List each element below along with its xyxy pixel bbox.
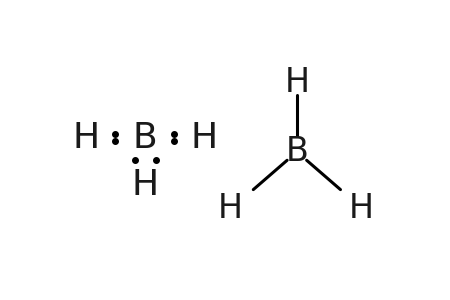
Text: B: B: [133, 121, 158, 154]
Text: H: H: [218, 192, 243, 225]
Text: H: H: [131, 168, 159, 202]
Text: H: H: [349, 192, 374, 225]
Text: H: H: [191, 121, 218, 154]
Text: H: H: [284, 66, 310, 99]
Text: B: B: [285, 135, 308, 168]
Text: H: H: [72, 121, 99, 154]
